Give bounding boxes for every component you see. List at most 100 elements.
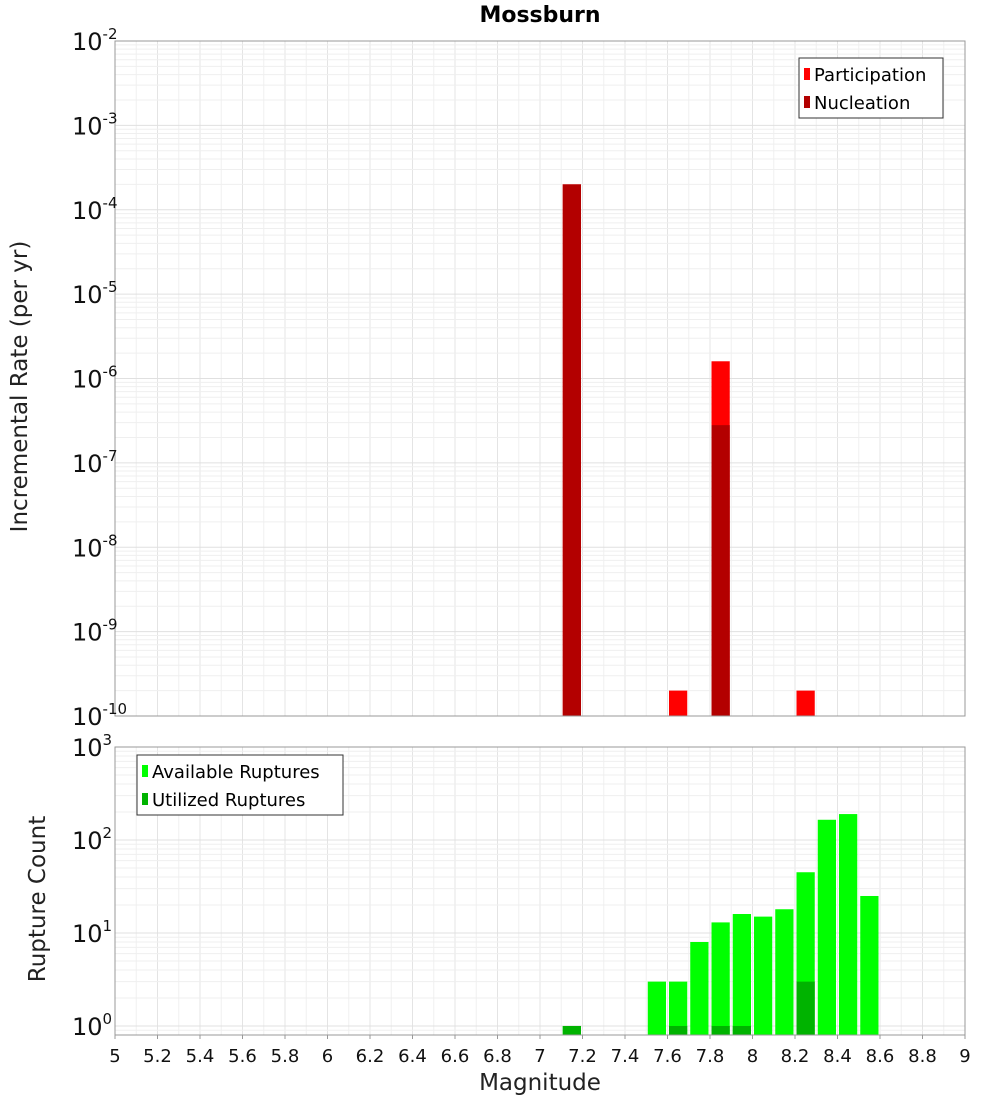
y-tick-exponent: 2 (103, 824, 113, 842)
y-tick-label: 10-9 (72, 616, 118, 647)
y-tick-base: 10 (72, 534, 103, 562)
legend: Available Ruptures Utilized Ruptures (136, 754, 344, 816)
gridlines (114, 40, 966, 717)
x-tick-label: 5.6 (228, 1046, 257, 1067)
y-tick-label: 10-3 (72, 109, 118, 140)
bar (839, 814, 858, 1035)
y-tick-base: 10 (72, 703, 103, 731)
bar (860, 895, 879, 1035)
x-tick-label: 6.8 (483, 1046, 512, 1067)
x-tick-label: 6.4 (398, 1046, 427, 1067)
y-tick-exponent: -8 (103, 531, 118, 549)
bar (562, 184, 581, 717)
y-tick-base: 10 (72, 619, 103, 647)
x-tick-label: 5.2 (143, 1046, 172, 1067)
x-tick-label: 7.4 (611, 1046, 640, 1067)
x-tick-label: 6 (322, 1046, 333, 1067)
y-tick-label: 10-4 (72, 194, 118, 225)
legend-swatch (142, 765, 148, 777)
legend-swatch (804, 96, 810, 108)
y-tick-label: 10-10 (72, 700, 127, 731)
y-tick-exponent: 3 (103, 731, 113, 749)
bar (817, 819, 836, 1035)
series-1 (562, 184, 730, 717)
bar (796, 981, 815, 1035)
y-tick-base: 10 (72, 1013, 103, 1041)
y-tick-label: 10-2 (72, 25, 118, 56)
bar (690, 942, 709, 1035)
y-tick-base: 10 (72, 450, 103, 478)
y-axis-label: Incremental Rate (per yr) (7, 241, 33, 533)
bar (669, 690, 688, 716)
legend-swatch (142, 793, 148, 805)
bar (775, 909, 794, 1035)
y-tick-label: 10-5 (72, 278, 118, 309)
legend-label: Utilized Ruptures (152, 790, 305, 811)
bar (732, 1025, 751, 1035)
legend-label: Participation (814, 65, 926, 86)
legend-swatch (804, 68, 810, 80)
x-tick-label: 8 (747, 1046, 758, 1067)
legend-label: Nucleation (814, 93, 910, 114)
y-tick-base: 10 (72, 197, 103, 225)
x-tick-label: 8.4 (823, 1046, 852, 1067)
series-1 (562, 981, 815, 1035)
y-tick-base: 10 (72, 112, 103, 140)
x-tick-label: 6.2 (356, 1046, 385, 1067)
x-tick-label: 6.6 (441, 1046, 470, 1067)
bar (711, 922, 730, 1035)
y-tick-exponent: -4 (103, 194, 118, 212)
y-tick-base: 10 (72, 734, 103, 762)
bar (732, 914, 751, 1035)
chart-title: Mossburn (479, 3, 600, 28)
y-tick-label: 102 (72, 824, 112, 855)
y-tick-base: 10 (72, 920, 103, 948)
bar (562, 1025, 581, 1035)
x-tick-label: 9 (959, 1046, 970, 1067)
bar (647, 981, 666, 1035)
legend: Participation Nucleation (798, 57, 944, 119)
bar (669, 1025, 688, 1035)
y-tick-exponent: -9 (103, 616, 118, 634)
x-tick-label: 7.8 (696, 1046, 725, 1067)
y-tick-label: 10-7 (72, 447, 118, 478)
bar (711, 1025, 730, 1035)
y-tick-label: 103 (72, 731, 112, 762)
y-tick-base: 10 (72, 28, 103, 56)
series-0 (562, 814, 879, 1035)
y-tick-label: 100 (72, 1010, 112, 1041)
x-tick-label: 5.4 (186, 1046, 215, 1067)
x-tick-label: 7.6 (653, 1046, 682, 1067)
y-tick-exponent: -6 (103, 363, 118, 381)
legend-box (798, 57, 944, 119)
y-tick-exponent: 0 (103, 1010, 113, 1028)
bar (754, 916, 773, 1035)
legend-box (136, 754, 344, 816)
x-tick-label: 8.2 (781, 1046, 810, 1067)
legend-label: Available Ruptures (152, 762, 320, 783)
x-tick-label: 7.2 (568, 1046, 597, 1067)
y-tick-label: 101 (72, 917, 112, 948)
x-tick-label: 5.8 (271, 1046, 300, 1067)
y-tick-exponent: -3 (103, 109, 118, 127)
bar (711, 425, 730, 716)
x-tick-label: 8.8 (908, 1046, 937, 1067)
x-tick-label: 5 (109, 1046, 120, 1067)
y-tick-exponent: -7 (103, 447, 118, 465)
y-tick-label: 10-6 (72, 363, 118, 394)
x-tick-label: 8.6 (866, 1046, 895, 1067)
y-tick-base: 10 (72, 281, 103, 309)
y-tick-exponent: -10 (103, 700, 128, 718)
y-tick-exponent: -5 (103, 278, 118, 296)
y-tick-base: 10 (72, 827, 103, 855)
bar (796, 690, 815, 716)
y-tick-exponent: -2 (103, 25, 118, 43)
rate-panel: 10-210-310-410-510-610-710-810-910-10Inc… (7, 3, 966, 731)
y-tick-label: 10-8 (72, 531, 118, 562)
x-axis-label: Magnitude (479, 1070, 601, 1096)
y-axis-label: Rupture Count (25, 816, 51, 982)
bar (669, 981, 688, 1035)
plot-frame (114, 40, 966, 717)
y-tick-exponent: 1 (103, 917, 113, 935)
